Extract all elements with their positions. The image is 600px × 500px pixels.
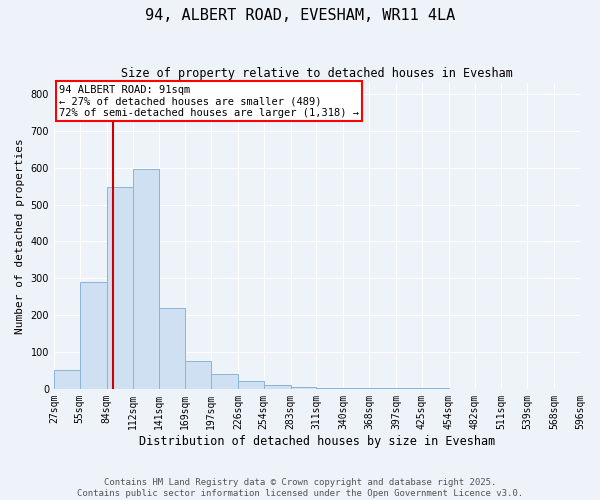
- Bar: [290, 387, 316, 389]
- Bar: [211, 374, 238, 389]
- Bar: [264, 385, 290, 389]
- Bar: [343, 388, 369, 389]
- Y-axis label: Number of detached properties: Number of detached properties: [15, 138, 25, 334]
- Text: Contains HM Land Registry data © Crown copyright and database right 2025.
Contai: Contains HM Land Registry data © Crown c…: [77, 478, 523, 498]
- Text: 94, ALBERT ROAD, EVESHAM, WR11 4LA: 94, ALBERT ROAD, EVESHAM, WR11 4LA: [145, 8, 455, 22]
- Bar: [316, 388, 343, 389]
- Bar: [160, 308, 185, 389]
- Text: 94 ALBERT ROAD: 91sqm
← 27% of detached houses are smaller (489)
72% of semi-det: 94 ALBERT ROAD: 91sqm ← 27% of detached …: [59, 84, 359, 118]
- Bar: [133, 168, 160, 389]
- Bar: [80, 282, 107, 389]
- Bar: [107, 187, 133, 389]
- Bar: [185, 361, 211, 389]
- Title: Size of property relative to detached houses in Evesham: Size of property relative to detached ho…: [121, 68, 513, 80]
- Bar: [238, 382, 264, 389]
- X-axis label: Distribution of detached houses by size in Evesham: Distribution of detached houses by size …: [139, 434, 495, 448]
- Bar: [54, 370, 80, 389]
